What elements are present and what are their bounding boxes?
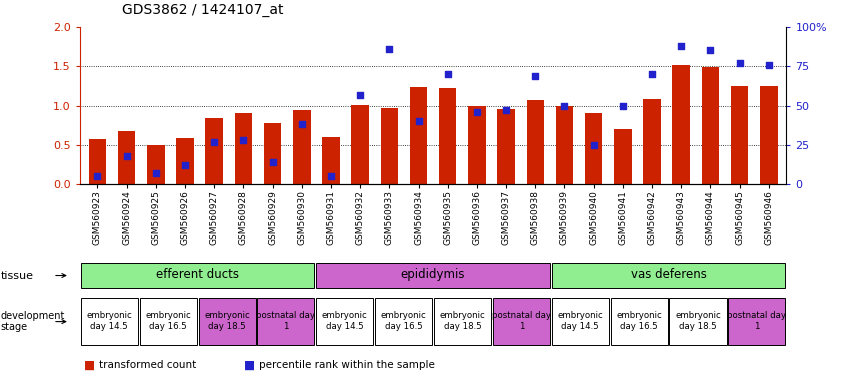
Bar [643,99,661,184]
Point [733,60,746,66]
Bar [322,137,340,184]
Bar [198,298,256,345]
Point [704,47,717,53]
Bar [316,298,373,345]
Bar [352,105,369,184]
Point [558,103,571,109]
Text: embryonic
day 18.5: embryonic day 18.5 [675,311,721,331]
Bar [147,145,165,184]
Point [91,174,104,180]
Text: embryonic
day 16.5: embryonic day 16.5 [145,311,191,331]
Point [762,61,775,68]
Point [500,107,513,113]
Text: ■: ■ [84,358,95,371]
Bar [140,298,197,345]
Point [266,159,279,166]
Point [528,73,542,79]
Bar [614,129,632,184]
Bar [88,139,106,184]
Point [674,43,688,49]
Bar [381,108,398,184]
Point [645,71,659,77]
Bar [673,65,690,184]
Bar [235,114,252,184]
Point [441,71,454,77]
Bar [410,88,427,184]
Text: development
stage: development stage [1,311,66,332]
Text: epididymis: epididymis [401,268,465,281]
Bar [552,263,785,288]
Bar [611,298,668,345]
Text: percentile rank within the sample: percentile rank within the sample [259,360,435,370]
Point [383,46,396,52]
Text: GDS3862 / 1424107_at: GDS3862 / 1424107_at [122,3,283,17]
Point [178,162,192,169]
Text: vas deferens: vas deferens [631,268,706,281]
Bar [257,298,315,345]
Text: embryonic
day 18.5: embryonic day 18.5 [204,311,250,331]
Bar [177,138,193,184]
Text: tissue: tissue [1,270,34,281]
Text: embryonic
day 18.5: embryonic day 18.5 [440,311,485,331]
Bar [701,67,719,184]
Bar [728,298,785,345]
Bar [81,298,138,345]
Bar [205,118,223,184]
Point [470,109,484,115]
Bar [434,298,491,345]
Point [295,121,309,127]
Point [412,118,426,124]
Text: embryonic
day 14.5: embryonic day 14.5 [558,311,603,331]
Point [587,142,600,148]
Point [616,103,630,109]
Text: postnatal day
1: postnatal day 1 [492,311,551,331]
Bar [760,86,778,184]
Bar [439,88,457,184]
Bar [81,263,315,288]
Bar [293,110,310,184]
Point [149,170,162,176]
Bar [118,131,135,184]
Bar [264,123,282,184]
Bar [552,298,609,345]
Text: ■: ■ [244,358,255,371]
Point [353,91,367,98]
Bar [669,298,727,345]
Point [120,153,134,159]
Bar [584,113,602,184]
Point [208,139,221,145]
Point [325,174,338,180]
Text: postnatal day
1: postnatal day 1 [727,311,786,331]
Point [236,137,250,143]
Bar [497,109,515,184]
Text: embryonic
day 16.5: embryonic day 16.5 [616,311,662,331]
Text: transformed count: transformed count [99,360,197,370]
Text: embryonic
day 16.5: embryonic day 16.5 [381,311,426,331]
Bar [493,298,550,345]
Text: embryonic
day 14.5: embryonic day 14.5 [322,311,368,331]
Bar [526,100,544,184]
Text: postnatal day
1: postnatal day 1 [257,311,315,331]
Text: embryonic
day 14.5: embryonic day 14.5 [87,311,132,331]
Text: efferent ducts: efferent ducts [156,268,239,281]
Bar [556,106,574,184]
Bar [316,263,550,288]
Bar [731,86,748,184]
Bar [375,298,432,345]
Bar [468,106,485,184]
